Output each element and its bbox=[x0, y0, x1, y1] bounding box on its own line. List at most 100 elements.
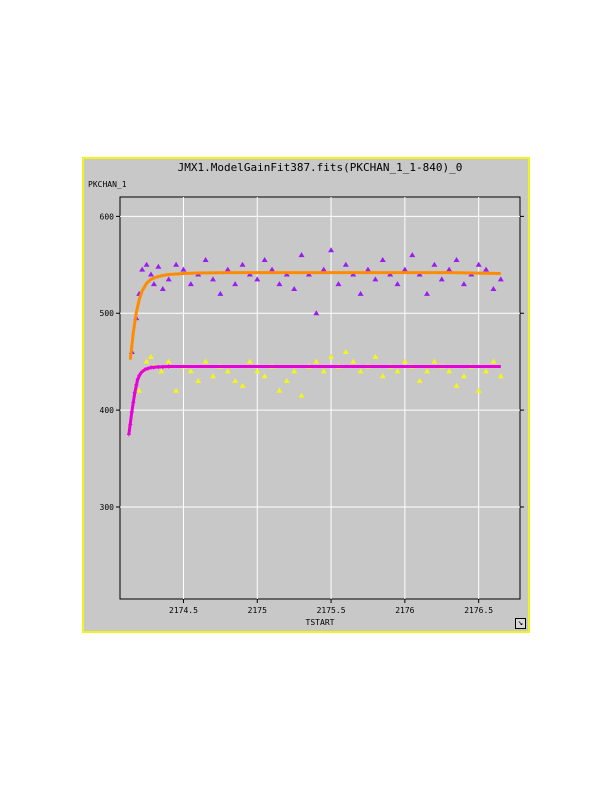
data-point bbox=[401, 358, 408, 364]
data-point bbox=[453, 382, 460, 388]
data-point bbox=[424, 290, 431, 296]
data-point bbox=[460, 281, 467, 287]
data-point bbox=[195, 378, 202, 384]
data-point bbox=[239, 382, 246, 388]
y-tick-label: 300 bbox=[100, 503, 115, 512]
data-point bbox=[446, 266, 453, 272]
data-point bbox=[276, 281, 283, 287]
y-tick-label: 600 bbox=[100, 212, 115, 221]
data-point bbox=[232, 378, 239, 384]
data-point bbox=[431, 261, 438, 267]
data-point bbox=[173, 387, 180, 393]
data-point bbox=[483, 266, 490, 272]
chart-title: JMX1.ModelGainFit387.fits(PKCHAN_1_1-840… bbox=[178, 161, 463, 174]
data-point bbox=[350, 358, 357, 364]
data-point bbox=[209, 373, 216, 379]
series-3 bbox=[136, 348, 504, 398]
y-tick-label: 400 bbox=[100, 406, 115, 415]
data-point bbox=[209, 276, 216, 282]
data-point bbox=[497, 276, 504, 282]
data-point bbox=[313, 310, 320, 316]
data-point bbox=[328, 247, 335, 253]
data-point bbox=[475, 261, 482, 267]
data-point bbox=[298, 392, 305, 398]
data-point bbox=[394, 281, 401, 287]
data-point bbox=[269, 266, 276, 272]
series-line bbox=[127, 365, 501, 435]
data-point bbox=[416, 378, 423, 384]
series-line bbox=[128, 271, 501, 360]
data-point bbox=[379, 373, 386, 379]
data-point bbox=[291, 368, 298, 374]
data-point bbox=[187, 281, 194, 287]
gain-fit-chart: JMX1.ModelGainFit387.fits(PKCHAN_1_1-840… bbox=[88, 161, 524, 627]
x-tick-label: 2176 bbox=[395, 606, 414, 615]
data-point bbox=[379, 256, 386, 262]
data-point bbox=[490, 358, 497, 364]
data-point bbox=[261, 256, 268, 262]
data-point bbox=[224, 266, 231, 272]
data-point bbox=[328, 353, 335, 359]
y-tick-label: 500 bbox=[100, 309, 115, 318]
data-point bbox=[143, 261, 150, 267]
x-tick-label: 2176.5 bbox=[464, 606, 493, 615]
data-point bbox=[490, 286, 497, 292]
data-point bbox=[283, 378, 290, 384]
y-axis-label: PKCHAN_1 bbox=[88, 180, 127, 189]
x-tick-label: 2174.5 bbox=[169, 606, 198, 615]
grid-lines bbox=[120, 197, 520, 599]
data-point bbox=[409, 252, 416, 258]
data-point bbox=[342, 261, 349, 267]
data-point bbox=[394, 368, 401, 374]
data-point bbox=[298, 252, 305, 258]
data-point bbox=[431, 358, 438, 364]
data-point bbox=[180, 266, 187, 272]
data-point bbox=[342, 348, 349, 354]
data-point bbox=[143, 358, 150, 364]
data-point bbox=[239, 261, 246, 267]
axis-ticks: 2174.5 2175 2175.5 2176 2176.5 300 400 500 600 bbox=[100, 212, 524, 615]
data-point bbox=[202, 256, 209, 262]
plot-window: JMX1.ModelGainFit387.fits(PKCHAN_1_1-840… bbox=[82, 157, 530, 633]
data-point bbox=[139, 266, 146, 272]
data-point bbox=[165, 276, 172, 282]
series-1 bbox=[128, 247, 504, 354]
data-point bbox=[497, 373, 504, 379]
series-2 bbox=[128, 271, 501, 360]
data-point bbox=[158, 368, 165, 374]
data-point bbox=[217, 290, 224, 296]
data-point bbox=[261, 373, 268, 379]
data-point bbox=[187, 368, 194, 374]
data-point bbox=[147, 271, 154, 277]
data-point bbox=[438, 276, 445, 282]
data-point bbox=[276, 387, 283, 393]
x-axis-label: TSTART bbox=[306, 618, 335, 627]
resize-corner-icon[interactable]: ↘ bbox=[515, 618, 526, 629]
data-point bbox=[173, 261, 180, 267]
data-point bbox=[335, 281, 342, 287]
data-point bbox=[401, 266, 408, 272]
plot-area bbox=[119, 196, 521, 600]
data-point bbox=[483, 368, 490, 374]
data-point bbox=[475, 387, 482, 393]
series-layer bbox=[126, 247, 504, 437]
data-point bbox=[202, 358, 209, 364]
data-point bbox=[460, 373, 467, 379]
data-point bbox=[320, 368, 327, 374]
data-point bbox=[136, 387, 143, 393]
data-point bbox=[159, 286, 166, 292]
data-point bbox=[320, 266, 327, 272]
data-point bbox=[357, 290, 364, 296]
data-point bbox=[453, 256, 460, 262]
data-point bbox=[291, 286, 298, 292]
data-point bbox=[254, 368, 261, 374]
data-point bbox=[372, 276, 379, 282]
data-point bbox=[424, 368, 431, 374]
data-point bbox=[446, 368, 453, 374]
data-point bbox=[232, 281, 239, 287]
data-point bbox=[254, 276, 261, 282]
data-point bbox=[150, 281, 157, 287]
data-point bbox=[224, 368, 231, 374]
x-tick-label: 2175.5 bbox=[317, 606, 346, 615]
data-point bbox=[165, 358, 172, 364]
